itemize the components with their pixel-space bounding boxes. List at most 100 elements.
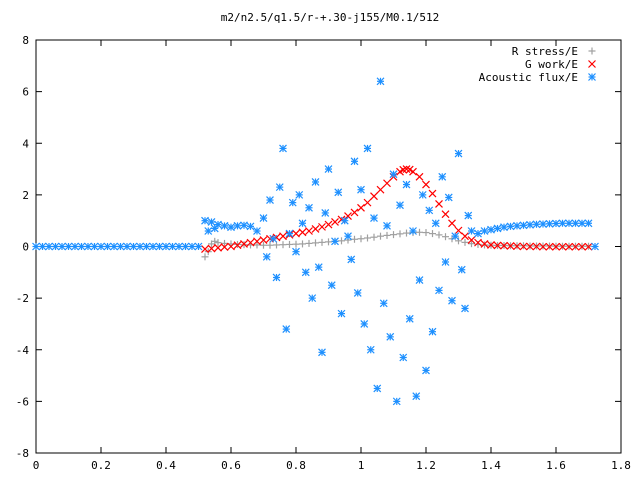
data-point bbox=[253, 227, 261, 235]
data-point bbox=[513, 221, 521, 230]
y-tick-label: -2 bbox=[16, 292, 29, 305]
data-point bbox=[97, 242, 105, 251]
data-point bbox=[295, 190, 304, 199]
data-point bbox=[279, 232, 287, 241]
data-point bbox=[201, 245, 209, 254]
data-point bbox=[292, 247, 300, 256]
data-point bbox=[214, 220, 222, 229]
data-point bbox=[370, 214, 378, 223]
data-point bbox=[282, 325, 291, 334]
data-point bbox=[227, 223, 235, 232]
data-point bbox=[435, 199, 443, 208]
data-point bbox=[279, 144, 287, 153]
data-point bbox=[305, 227, 313, 235]
data-point bbox=[292, 229, 300, 238]
data-point bbox=[275, 183, 284, 192]
data-point bbox=[415, 172, 424, 181]
data-point bbox=[519, 221, 528, 230]
x-tick-label: 0.6 bbox=[221, 459, 241, 472]
data-point bbox=[77, 242, 86, 251]
data-point bbox=[565, 219, 573, 228]
legend-marker bbox=[588, 47, 596, 55]
data-point bbox=[364, 234, 371, 242]
data-point bbox=[32, 242, 40, 251]
data-point bbox=[136, 242, 144, 251]
data-point bbox=[422, 229, 430, 237]
data-point bbox=[353, 289, 362, 297]
x-tick-label: 1 bbox=[358, 459, 365, 472]
data-point bbox=[299, 240, 306, 248]
data-point bbox=[266, 196, 274, 204]
data-point bbox=[513, 242, 521, 251]
data-point bbox=[416, 228, 423, 236]
data-point bbox=[318, 238, 326, 246]
data-point bbox=[305, 203, 313, 212]
data-point bbox=[285, 229, 294, 238]
data-point bbox=[467, 236, 476, 244]
data-point bbox=[38, 242, 47, 251]
data-point bbox=[204, 227, 213, 235]
data-point bbox=[571, 219, 580, 228]
data-point bbox=[64, 242, 73, 251]
legend-label: G work/E bbox=[525, 58, 578, 71]
data-point bbox=[58, 242, 66, 251]
data-point bbox=[415, 276, 424, 284]
y-tick-label: 6 bbox=[22, 86, 29, 99]
data-point bbox=[402, 165, 411, 173]
series-2 bbox=[32, 77, 599, 406]
data-point bbox=[370, 233, 378, 241]
data-point bbox=[571, 242, 580, 251]
data-point bbox=[321, 209, 330, 217]
data-point bbox=[480, 239, 489, 248]
data-point bbox=[227, 242, 235, 251]
data-point bbox=[51, 242, 60, 251]
data-point bbox=[428, 189, 437, 198]
data-point bbox=[386, 332, 395, 341]
legend-label: Acoustic flux/E bbox=[479, 71, 578, 84]
data-point bbox=[448, 219, 456, 228]
data-point bbox=[175, 242, 183, 251]
data-point bbox=[324, 220, 333, 229]
data-point bbox=[123, 242, 131, 251]
data-point bbox=[331, 218, 339, 226]
data-point bbox=[201, 216, 209, 225]
y-tick-label: -4 bbox=[16, 344, 30, 357]
data-point bbox=[552, 219, 560, 228]
data-point bbox=[269, 234, 278, 243]
data-point bbox=[314, 263, 323, 272]
data-point bbox=[168, 242, 177, 251]
data-point bbox=[311, 178, 320, 186]
data-point bbox=[84, 242, 92, 251]
data-point bbox=[422, 180, 430, 189]
data-point bbox=[399, 353, 408, 362]
data-point bbox=[162, 242, 170, 251]
data-point bbox=[377, 232, 384, 240]
data-point bbox=[366, 345, 375, 354]
data-point bbox=[221, 239, 228, 247]
data-point bbox=[454, 226, 463, 235]
data-point bbox=[273, 241, 280, 249]
data-point bbox=[194, 242, 203, 251]
data-point bbox=[301, 268, 310, 277]
x-tick-label: 1.2 bbox=[416, 459, 436, 472]
data-point bbox=[266, 241, 274, 249]
data-point bbox=[461, 232, 469, 241]
data-point bbox=[584, 219, 593, 228]
data-point bbox=[402, 180, 411, 189]
data-point bbox=[259, 214, 268, 223]
data-point bbox=[565, 242, 573, 251]
data-point bbox=[545, 219, 554, 228]
data-point bbox=[474, 238, 482, 247]
data-point bbox=[233, 221, 242, 230]
data-point bbox=[207, 218, 216, 226]
series-layer bbox=[32, 77, 599, 406]
data-point bbox=[383, 231, 391, 239]
data-point bbox=[418, 190, 427, 199]
data-point bbox=[584, 242, 593, 251]
data-point bbox=[431, 219, 440, 228]
data-point bbox=[363, 198, 372, 207]
data-point bbox=[591, 242, 599, 251]
data-point bbox=[363, 144, 372, 153]
data-point bbox=[325, 238, 332, 246]
